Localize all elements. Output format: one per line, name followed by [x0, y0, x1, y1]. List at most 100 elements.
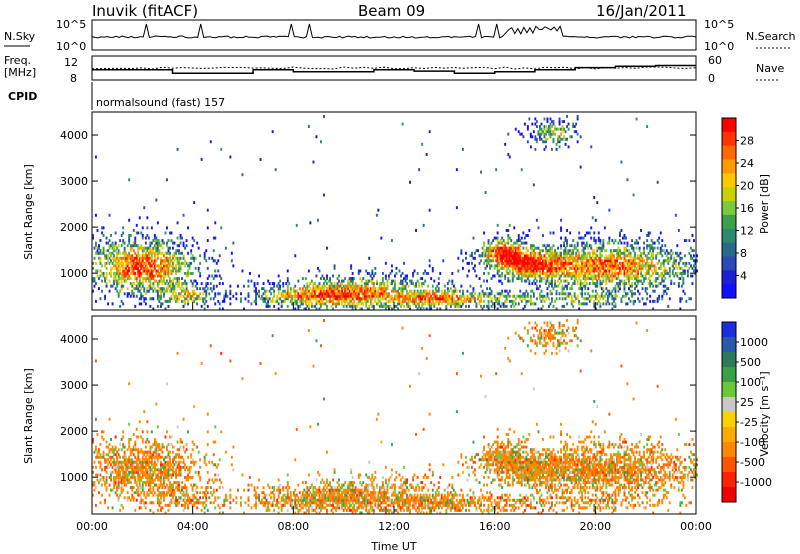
power-cell: [374, 287, 377, 291]
velocity-cell: [137, 470, 140, 474]
power-cell: [591, 282, 594, 286]
power-cell: [384, 292, 387, 296]
power-cell: [596, 264, 599, 268]
power-cell: [128, 269, 131, 273]
velocity-cell: [158, 476, 161, 479]
power-cell: [620, 269, 623, 273]
power-cell: [543, 277, 546, 281]
power-cell: [546, 266, 549, 270]
power-cell: [505, 256, 508, 260]
velocity-cell: [125, 465, 128, 469]
power-cell: [335, 294, 338, 298]
power-cell: [535, 272, 538, 275]
power-cell: [274, 168, 277, 172]
power-cell: [350, 294, 353, 298]
power-cell: [203, 256, 206, 260]
power-cell: [597, 259, 600, 263]
velocity-cell: [140, 501, 143, 505]
power-cell: [113, 254, 116, 258]
power-cell: [249, 272, 251, 275]
velocity-cell: [152, 486, 155, 490]
power-cell: [318, 297, 321, 301]
power-cell: [102, 272, 105, 275]
power-cell: [668, 269, 671, 273]
power-cell: [265, 289, 268, 293]
power-cell: [391, 239, 393, 243]
power-cell: [153, 279, 156, 283]
velocity-cell: [153, 468, 156, 472]
power-cell: [132, 244, 135, 248]
power-cell: [354, 282, 357, 286]
power-cell: [554, 127, 557, 131]
power-cell: [445, 304, 448, 308]
power-cell: [594, 282, 597, 286]
power-cell: [664, 284, 667, 288]
power-cell: [122, 241, 125, 245]
velocity-cell: [114, 478, 117, 482]
power-cell: [122, 256, 125, 260]
velocity-cell: [95, 455, 97, 459]
power-cell: [573, 130, 576, 134]
power-cell: [167, 239, 170, 243]
power-cell: [391, 282, 393, 286]
power-cell: [616, 294, 618, 298]
power-cell: [256, 282, 259, 286]
power-cell: [141, 234, 144, 237]
velocity-cell: [105, 445, 108, 449]
power-cell: [384, 307, 387, 311]
velocity-cell: [179, 445, 182, 449]
power-cell: [519, 294, 522, 298]
velocity-cell: [147, 440, 150, 444]
power-cell: [117, 259, 120, 263]
velocity-cell: [101, 493, 104, 497]
power-cell: [578, 236, 581, 240]
velocity-cell: [199, 496, 202, 500]
velocity-cell: [163, 445, 165, 449]
power-cell: [487, 259, 490, 263]
power-cell: [640, 274, 643, 278]
velocity-cell: [135, 463, 138, 467]
power-cell: [289, 289, 292, 293]
power-cell: [457, 297, 460, 301]
power-cell: [647, 261, 650, 265]
power-cell: [199, 272, 202, 275]
power-cell: [508, 223, 511, 227]
power-cell: [545, 274, 547, 278]
power-cell: [529, 289, 532, 293]
power-cell: [153, 266, 156, 270]
power-cell: [570, 299, 573, 303]
power-cell: [271, 297, 274, 301]
velocity-cell: [156, 453, 159, 457]
power-cell: [492, 249, 495, 253]
power-cell: [535, 218, 538, 222]
power-cell: [508, 251, 511, 255]
power-cell: [146, 234, 149, 237]
power-cell: [394, 287, 396, 291]
nsky-tick-bottom: 10^0: [56, 40, 86, 53]
velocity-cell: [156, 445, 159, 449]
velocity-cell: [140, 470, 143, 474]
power-cell: [178, 251, 181, 255]
power-cell: [516, 264, 519, 268]
power-cell: [540, 294, 543, 298]
power-cell: [190, 251, 193, 255]
power-cell: [412, 272, 415, 275]
power-cell: [205, 292, 208, 296]
velocity-cell: [196, 486, 199, 490]
power-cell: [193, 297, 196, 301]
power-cell: [608, 241, 611, 245]
velocity-cell: [163, 465, 165, 469]
velocity-cell: [122, 488, 125, 492]
power-cell: [176, 284, 179, 288]
power-cell: [671, 251, 674, 255]
nsky-trace: [91, 23, 697, 39]
power-cell: [529, 259, 532, 263]
power-cell: [493, 264, 496, 268]
power-cell: [566, 229, 569, 232]
velocity-cell: [120, 465, 123, 469]
power-cell: [573, 125, 576, 129]
power-cell: [167, 256, 170, 260]
power-cell: [643, 246, 646, 250]
power-cell: [614, 266, 617, 270]
power-cell: [619, 239, 621, 243]
